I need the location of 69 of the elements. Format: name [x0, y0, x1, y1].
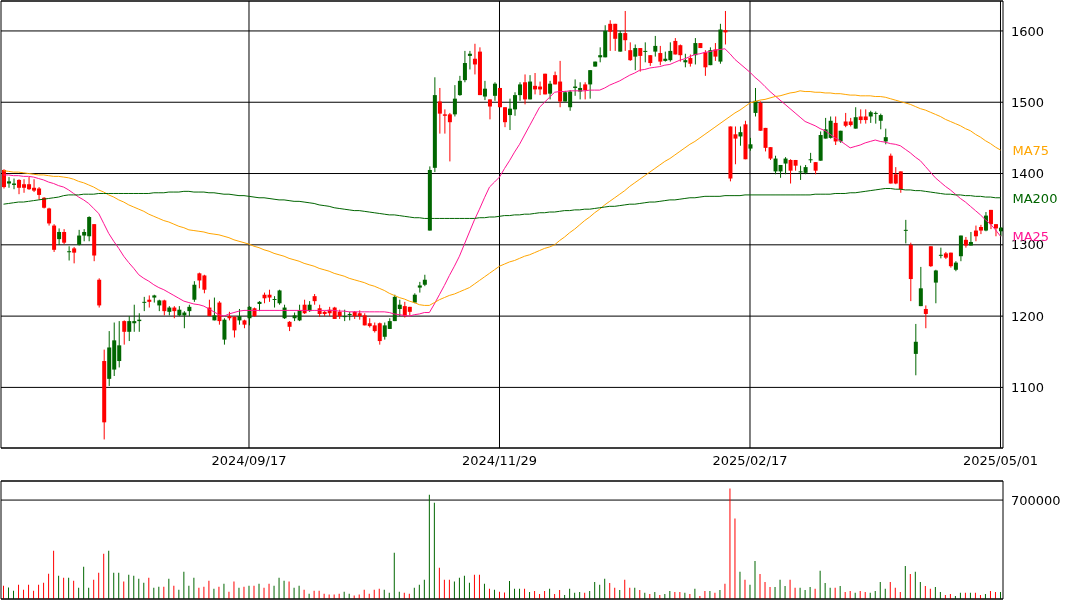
candlestick: [222, 317, 227, 346]
candlestick: [918, 266, 923, 307]
candlestick: [738, 125, 743, 147]
candlestick: [638, 47, 643, 73]
candlestick: [703, 49, 708, 77]
candlestick: [623, 10, 628, 52]
x-tick-label: 2025/02/17: [712, 453, 788, 469]
candlestick: [508, 98, 513, 131]
candlestick: [963, 236, 968, 249]
candlestick: [658, 45, 663, 66]
candlestick: [618, 30, 623, 53]
y-tick-label: 1500: [1011, 94, 1045, 110]
candlestick: [828, 115, 833, 140]
candlestick: [693, 37, 698, 65]
candlestick: [72, 246, 77, 264]
candlestick: [528, 74, 533, 100]
candlestick: [142, 296, 147, 312]
candlestick: [57, 227, 62, 246]
candlestick: [903, 219, 908, 244]
candlestick: [548, 80, 553, 100]
candlestick: [608, 19, 613, 52]
line-series: [3, 90, 1001, 306]
y-tick-label: 1600: [1011, 23, 1045, 39]
candlestick: [523, 73, 528, 105]
candlestick: [492, 81, 497, 102]
y-tick-label: 1400: [1011, 166, 1045, 182]
candlestick: [898, 170, 903, 194]
candlestick: [653, 35, 658, 58]
candlestick: [753, 87, 758, 117]
candlestick: [628, 41, 633, 62]
candlestick: [993, 223, 998, 237]
candlestick: [518, 81, 523, 102]
candlestick: [808, 152, 813, 164]
candlestick: [462, 50, 467, 83]
candlestick: [588, 69, 593, 100]
candlestick: [127, 315, 132, 342]
candlestick: [938, 247, 943, 259]
candlestick: [482, 80, 487, 101]
y-tick-label: 1200: [1011, 308, 1045, 324]
series-label: MA200: [1012, 190, 1058, 206]
candlestick: [452, 84, 457, 117]
candlestick: [633, 43, 638, 71]
candlestick: [457, 75, 462, 97]
candlestick: [503, 106, 507, 128]
candlestick: [17, 178, 22, 195]
candlestick: [968, 231, 973, 247]
candlestick: [192, 280, 197, 303]
candlestick: [923, 304, 928, 329]
candlestick: [978, 224, 983, 235]
candlestick: [958, 235, 963, 262]
candlestick: [913, 323, 918, 376]
candlestick: [933, 269, 938, 304]
candlestick: [643, 41, 648, 63]
x-tick-label: 2025/05/01: [963, 453, 1038, 469]
x-tick-label: 2024/11/29: [462, 453, 537, 469]
candlestick: [437, 87, 442, 135]
candlestick: [122, 319, 127, 346]
y-tick-label: 1100: [1011, 380, 1045, 396]
x-tick-label: 2024/09/17: [211, 453, 287, 469]
candlestick: [67, 245, 72, 261]
y-tick-label: 700000: [1011, 492, 1061, 508]
candlestick: [928, 245, 933, 268]
candlestick: [7, 176, 12, 189]
candlestick: [873, 111, 878, 125]
candlestick: [853, 106, 858, 130]
candlestick: [447, 112, 452, 162]
candlestick: [513, 91, 518, 117]
series-label: MA75: [1012, 143, 1050, 158]
candlestick: [487, 98, 492, 120]
